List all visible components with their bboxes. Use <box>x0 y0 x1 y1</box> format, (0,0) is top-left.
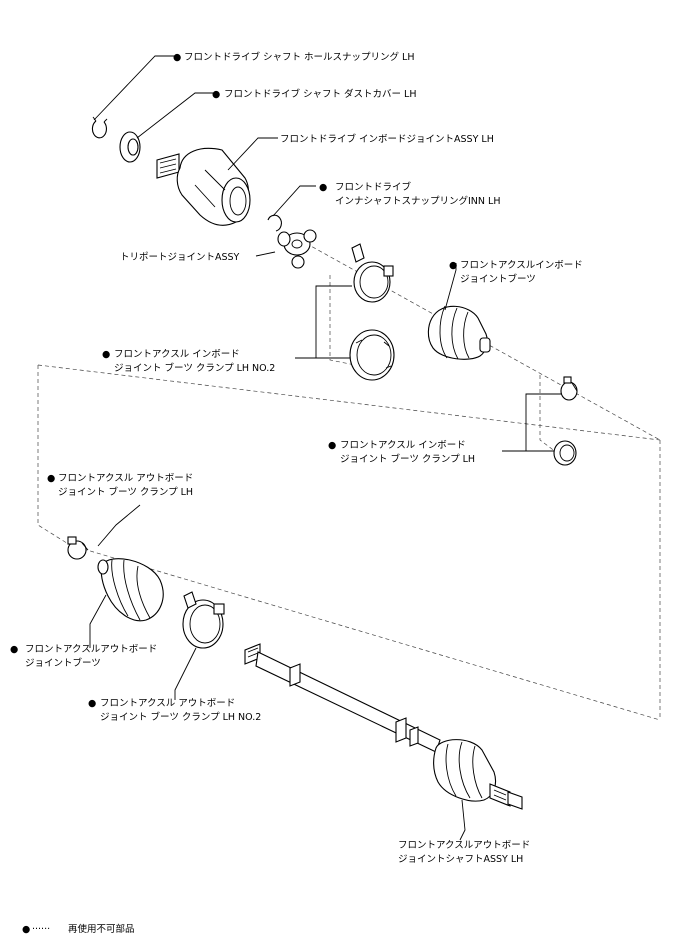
inboard-boot-marker: ● <box>449 260 457 271</box>
outboard-boot-label-1: フロントアクスルアウトボード <box>25 644 157 655</box>
inner-snap-ring-label-1: フロントドライブ <box>335 181 412 193</box>
tripod-joint <box>277 229 317 269</box>
tripod-joint-label: トリポートジョイントASSY <box>120 252 240 263</box>
outboard-boot-label-2: ジョイントブーツ <box>25 657 101 669</box>
inboard-clamp-no2-upper <box>351 243 394 303</box>
inboard-clamp-no2-label-1: フロントアクスル インボード <box>114 349 240 360</box>
legend: ● ······ 再使用不可部品 <box>22 923 135 935</box>
inboard-clamp-no2-lower <box>349 329 395 381</box>
inboard-clamp-marker: ● <box>328 440 336 451</box>
outboard-clamp-no2-label-1: フロントアクスル アウトボード <box>100 698 235 709</box>
inboard-clamp-label-1: フロントアクスル インボード <box>340 440 466 451</box>
dust-cover-label: フロントドライブ シャフト ダストカバー LH <box>224 88 417 100</box>
outboard-boot <box>97 558 164 622</box>
inboard-clamp-no2-marker: ● <box>102 349 110 360</box>
inboard-boot-label-2: ジョイントブーツ <box>460 273 536 285</box>
inboard-clamp-no2-label-2: ジョイント ブーツ クランプ LH NO.2 <box>114 362 275 374</box>
inboard-clamp-upper <box>560 376 578 401</box>
outboard-shaft-label-1: フロントアクスルアウトボード <box>398 840 530 851</box>
outboard-shaft-label-2: ジョイントシャフトASSY LH <box>398 854 523 865</box>
dust-cover <box>119 131 141 163</box>
outboard-clamp-marker: ● <box>47 473 55 484</box>
inner-snap-ring <box>267 214 282 232</box>
outboard-boot-marker: ● <box>10 644 18 655</box>
inboard-joint-assy <box>156 147 251 226</box>
hole-snap-ring <box>91 116 108 139</box>
inboard-clamp-lower <box>553 440 577 466</box>
inner-snap-ring-marker: ● <box>319 182 327 193</box>
dust-cover-marker: ● <box>212 89 220 100</box>
hole-snap-ring-label: フロントドライブ シャフト ホールスナップリング LH <box>184 51 415 63</box>
inboard-joint-assy-label: フロントドライブ インボードジョイントASSY LH <box>280 133 494 145</box>
leader-lines <box>89 55 561 841</box>
inboard-clamp-label-2: ジョイント ブーツ クランプ LH <box>340 453 475 465</box>
outboard-clamp-no2 <box>182 591 225 649</box>
legend-dots: ······ <box>32 924 50 935</box>
labels: ● フロントドライブ シャフト ホールスナップリング LH ● フロントドライブ… <box>10 51 583 865</box>
outboard-clamp-no2-label-2: ジョイント ブーツ クランプ LH NO.2 <box>100 711 261 723</box>
outboard-shaft-assy <box>244 643 523 810</box>
outboard-clamp-label-1: フロントアクスル アウトボード <box>58 473 193 484</box>
inboard-boot <box>427 305 491 360</box>
legend-text: 再使用不可部品 <box>68 923 135 935</box>
outboard-clamp <box>67 536 89 560</box>
inboard-boot-label-1: フロントアクスルインボード <box>460 260 583 271</box>
outboard-clamp-label-2: ジョイント ブーツ クランプ LH <box>58 486 193 498</box>
outboard-clamp-no2-marker: ● <box>88 698 96 709</box>
inner-snap-ring-label-2: インナシャフトスナップリングINN LH <box>335 195 500 207</box>
hole-snap-ring-marker: ● <box>173 52 181 63</box>
legend-marker: ● <box>22 924 30 935</box>
